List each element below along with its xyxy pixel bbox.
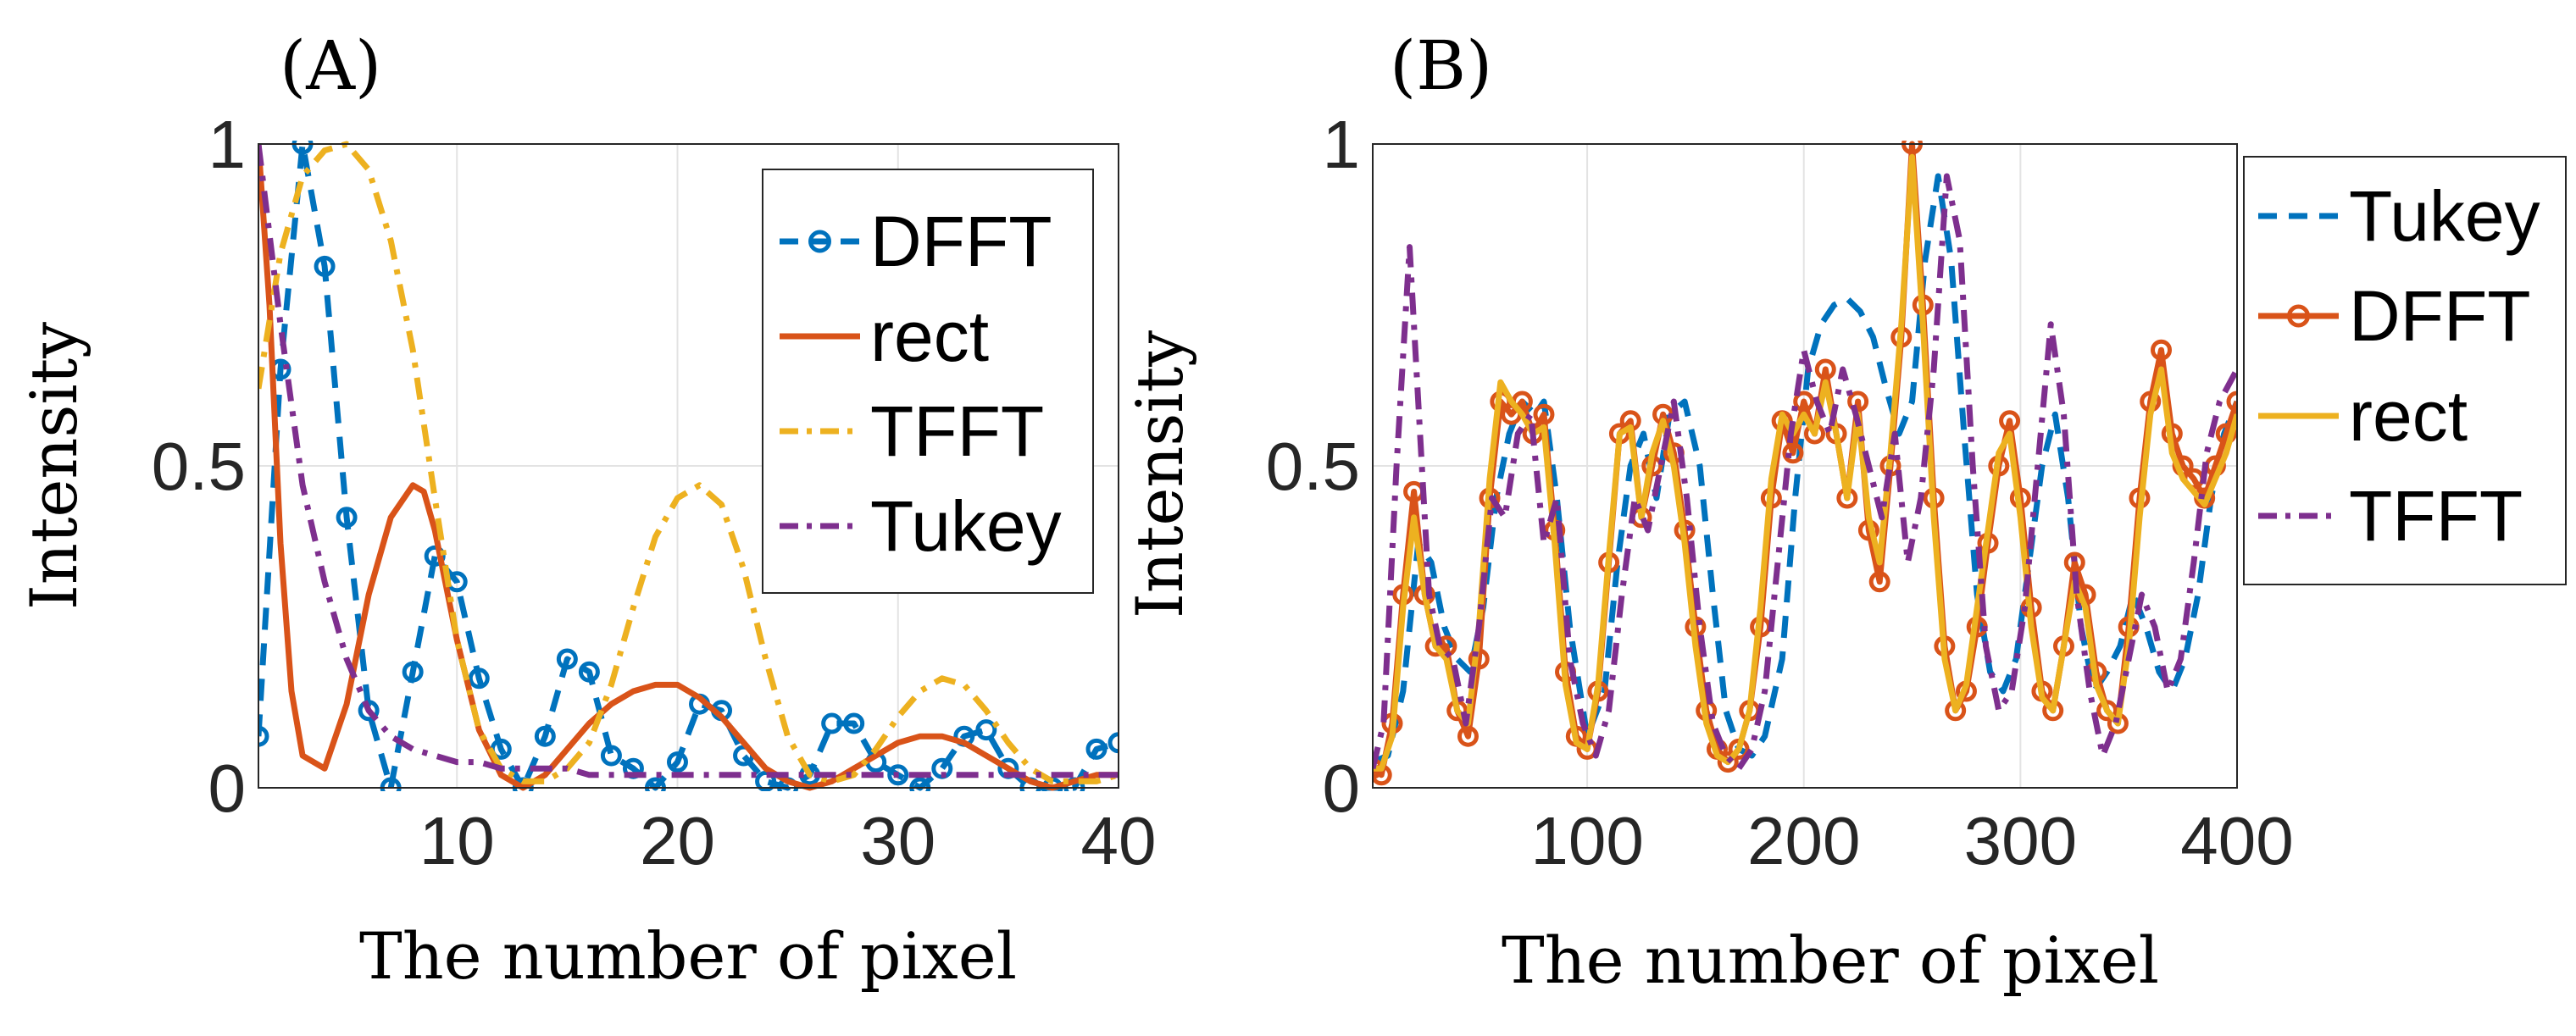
- data-point-dfft: [1782, 442, 1804, 464]
- data-point-dfft: [534, 725, 556, 747]
- series-group: [258, 141, 1119, 791]
- series-group: [1373, 141, 2237, 786]
- panel-a-series: [258, 141, 1119, 791]
- data-point-dfft: [1533, 403, 1555, 425]
- panel-a-xlabel: The number of pixel: [359, 918, 1017, 994]
- data-point-dfft: [1814, 358, 1836, 380]
- data-point-dfft: [314, 255, 336, 277]
- panel-a: (A) 10 20 30 40 0 0.5 1 The number of pixel In…: [16, 26, 1156, 994]
- panel-a-ticks: 10 20 30 40 0 0.5 1: [152, 107, 1157, 878]
- data-point-dfft: [1793, 391, 1815, 413]
- legend-label-dfft: DFFT: [2349, 276, 2531, 356]
- legend-label-tukey: Tukey: [2349, 176, 2540, 256]
- data-point-dfft: [1108, 732, 1119, 754]
- x-tick-label: 100: [1530, 803, 1643, 878]
- panel-a-ylabel: Intensity: [16, 322, 92, 610]
- legend-marker-dfft: [808, 230, 831, 253]
- x-tick-label: 300: [1964, 803, 2077, 878]
- y-tick-label: 0.5: [152, 429, 246, 504]
- panel-a-legend: DFFT rect TFFT Tukey: [762, 169, 1094, 594]
- data-point-dfft: [1847, 391, 1869, 413]
- panel-b-ticks: 100 200 300 400 0 0.5 1: [1266, 107, 2294, 878]
- data-point-dfft: [1999, 410, 2021, 432]
- data-point-dfft: [821, 712, 843, 734]
- legend-label-rect: rect: [2349, 376, 2468, 456]
- y-tick-label: 0: [1323, 751, 1361, 826]
- data-point-dfft: [402, 661, 424, 683]
- data-point-dfft: [1457, 725, 1479, 747]
- x-tick-label: 400: [2180, 803, 2293, 878]
- legend-label-tukey: Tukey: [870, 486, 1062, 566]
- data-point-dfft: [258, 725, 269, 747]
- y-tick-label: 1: [1323, 107, 1361, 182]
- x-tick-label: 40: [1081, 803, 1157, 878]
- data-point-dfft: [1868, 571, 1890, 593]
- x-tick-label: 10: [419, 803, 495, 878]
- y-tick-label: 1: [208, 107, 247, 182]
- data-point-dfft: [887, 764, 909, 786]
- data-point-dfft: [578, 661, 600, 683]
- data-point-dfft: [2063, 551, 2085, 573]
- y-tick-label: 0: [208, 751, 247, 826]
- data-point-dfft: [843, 712, 865, 734]
- data-point-dfft: [2096, 700, 2118, 722]
- data-point-dfft: [2151, 339, 2173, 361]
- y-tick-label: 0.5: [1266, 429, 1360, 504]
- panel-b-series: [1373, 141, 2237, 786]
- panel-b-axes-box: [1372, 143, 2238, 789]
- legend-marker-dfft: [2287, 304, 2310, 328]
- data-point-dfft: [975, 719, 997, 741]
- data-point-dfft: [358, 700, 380, 722]
- data-point-dfft: [468, 668, 490, 690]
- x-tick-label: 200: [1747, 803, 1860, 878]
- series-line-tfft: [258, 141, 1119, 784]
- data-point-dfft: [600, 745, 622, 767]
- data-point-dfft: [666, 751, 688, 773]
- data-point-dfft: [336, 507, 358, 529]
- panel-b-ylabel: Intensity: [1122, 330, 1197, 618]
- data-point-dfft: [1085, 738, 1108, 760]
- series-line-rect: [258, 143, 1119, 791]
- x-tick-label: 20: [640, 803, 715, 878]
- panel-a-label: (A): [280, 26, 381, 105]
- data-point-dfft: [556, 648, 578, 670]
- panel-a-legend-entries: DFFT rect TFFT Tukey: [780, 202, 1062, 566]
- legend-label-rect: rect: [870, 296, 989, 376]
- data-point-dfft: [424, 545, 446, 567]
- panel-b-xlabel: The number of pixel: [1502, 922, 2159, 998]
- data-point-dfft: [1717, 751, 1739, 773]
- panel-a-axes-box: [258, 143, 1119, 789]
- panel-b-legend-box: [2243, 156, 2567, 585]
- panel-b: (B) 100 200 300 400 0 0.5 1 The number of pixe…: [1122, 26, 2567, 998]
- legend-label-tfft: TFFT: [870, 391, 1044, 471]
- panel-b-legend-entries: Tukey DFFT rect TFFT: [2258, 176, 2540, 556]
- x-tick-label: 30: [860, 803, 935, 878]
- data-point-dfft: [2226, 391, 2237, 413]
- panel-b-label: (B): [1390, 26, 1492, 105]
- series-line-tfft: [1373, 173, 2237, 772]
- panel-b-legend: Tukey DFFT rect TFFT: [2243, 156, 2567, 585]
- data-point-dfft: [755, 770, 777, 791]
- legend-label-tfft: TFFT: [2349, 476, 2523, 556]
- series-line-dfft: [258, 141, 1119, 791]
- series-line-tukey: [1373, 173, 2237, 765]
- legend-label-dfft: DFFT: [870, 202, 1052, 281]
- series-line-tukey: [258, 143, 1119, 778]
- series-line-rect: [1373, 153, 2237, 772]
